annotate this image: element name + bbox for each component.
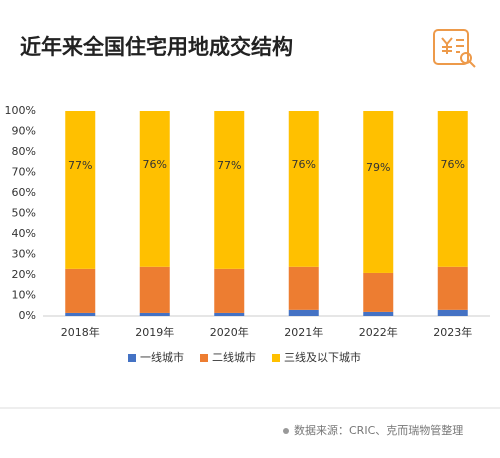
bar-segment	[214, 312, 245, 316]
bar-segment	[363, 272, 394, 312]
bar-segment	[363, 111, 394, 273]
bar-segment	[139, 111, 170, 267]
value-label: 77%	[217, 159, 241, 172]
value-label: 76%	[292, 158, 316, 171]
x-tick-label: 2018年	[61, 325, 100, 339]
x-tick-label: 2022年	[359, 325, 398, 339]
y-tick-label: 80%	[12, 145, 36, 158]
bar-segment	[139, 266, 170, 313]
y-tick-label: 40%	[12, 227, 36, 240]
bar-segment	[65, 268, 96, 313]
y-tick-label: 0%	[19, 309, 36, 322]
bar-segment	[288, 111, 319, 267]
bar-segment	[214, 111, 245, 269]
source-bullet	[283, 428, 289, 434]
y-tick-label: 60%	[12, 186, 36, 199]
x-tick-label: 2021年	[284, 325, 323, 339]
y-tick-label: 100%	[5, 104, 36, 117]
x-tick-label: 2020年	[210, 325, 249, 339]
bar-segment	[437, 309, 468, 316]
legend-label: 二线城市	[212, 350, 256, 364]
value-label: 77%	[68, 159, 92, 172]
bar-segment	[437, 111, 468, 267]
value-label: 79%	[366, 161, 390, 174]
y-tick-label: 20%	[12, 268, 36, 281]
x-tick-label: 2023年	[433, 325, 472, 339]
legend-swatch	[272, 354, 280, 362]
y-tick-label: 70%	[12, 166, 36, 179]
logo-icon	[433, 29, 476, 68]
bar-segment	[363, 311, 394, 316]
x-tick-label: 2019年	[135, 325, 174, 339]
y-tick-label: 30%	[12, 248, 36, 261]
bar-segment	[288, 309, 319, 316]
bar-segment	[139, 312, 170, 316]
bar-segment	[65, 312, 96, 316]
source-note: 数据来源：CRIC、克而瑞物管整理	[294, 423, 463, 437]
legend-swatch	[200, 354, 208, 362]
bar-segment	[288, 266, 319, 310]
value-label: 76%	[441, 158, 465, 171]
legend-label: 三线及以下城市	[284, 350, 361, 364]
y-tick-label: 50%	[12, 207, 36, 220]
bar-segment	[214, 268, 245, 313]
chart-title: 近年来全国住宅用地成交结构	[20, 35, 293, 59]
value-label: 76%	[143, 158, 167, 171]
legend-swatch	[128, 354, 136, 362]
y-tick-label: 90%	[12, 125, 36, 138]
y-tick-label: 10%	[12, 289, 36, 302]
bar-segment	[65, 111, 96, 269]
bar-segment	[437, 266, 468, 310]
legend-label: 一线城市	[140, 350, 184, 364]
